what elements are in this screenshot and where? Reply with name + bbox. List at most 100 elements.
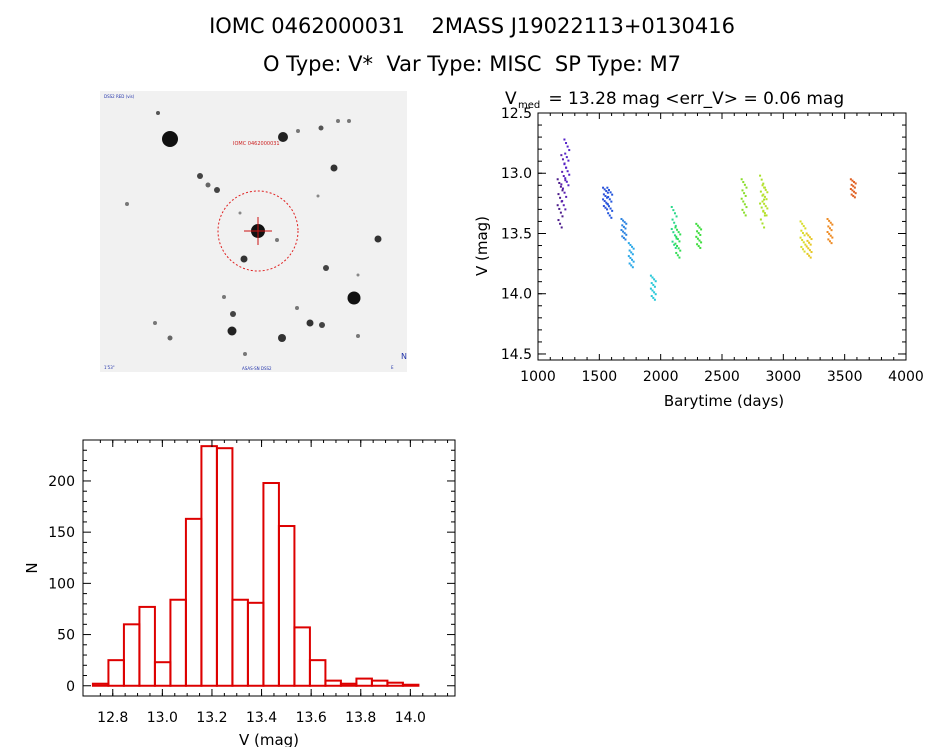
finder-label-bottom-left: 1'53": [104, 365, 115, 370]
hist-y-tick-label: 0: [66, 679, 75, 695]
lc-data-point: [561, 170, 564, 173]
lc-data-point: [853, 181, 856, 184]
lc-data-point: [672, 231, 675, 234]
lc-data-point: [676, 245, 679, 247]
lc-data-point: [603, 200, 606, 203]
lc-data-point: [606, 202, 609, 205]
lc-data-point: [809, 243, 812, 246]
hist-bar: [246, 601, 265, 687]
lc-data-point: [607, 189, 610, 192]
lc-data-point: [651, 289, 654, 292]
lc-data-point: [671, 240, 674, 243]
lc-y-tick-label: 14.5: [501, 347, 532, 363]
lc-data-point: [562, 204, 565, 207]
hist-bar: [138, 605, 156, 687]
hist-bar: [184, 517, 203, 687]
lc-data-point: [805, 232, 808, 235]
lc-data-point: [853, 196, 856, 199]
lc-data-point: [672, 209, 675, 212]
lc-data-point: [766, 191, 769, 194]
lc-data-point: [611, 193, 614, 196]
lc-y-tick-label: 12.5: [501, 106, 532, 122]
lc-data-point: [759, 190, 762, 193]
hist-bar: [277, 525, 296, 687]
lc-data-point: [763, 226, 766, 229]
hist-x-tick-label: 13.2: [196, 710, 227, 726]
lc-data-point: [676, 238, 679, 241]
hist-bar: [355, 677, 373, 687]
lc-data-point: [854, 182, 857, 185]
lc-data-point: [563, 138, 566, 141]
hist-bar: [91, 682, 110, 687]
lc-data-point: [678, 240, 681, 243]
lc-data-point: [602, 205, 605, 208]
lc-y-axis-label: V (mag): [473, 216, 491, 276]
lc-y-tick-label: 13.5: [501, 226, 532, 242]
lc-data-point: [559, 211, 562, 214]
hist-y-tick-label: 50: [57, 628, 75, 644]
lc-data-point: [649, 274, 652, 277]
lc-data-point: [695, 222, 698, 225]
lc-data-point: [763, 198, 766, 201]
lc-data-point: [673, 243, 676, 246]
lc-data-point: [740, 197, 743, 200]
lc-data-point: [674, 226, 677, 229]
lc-data-point: [829, 234, 832, 237]
lc-data-point: [828, 227, 831, 230]
lc-data-point: [852, 185, 855, 188]
lc-data-point: [622, 236, 625, 239]
lc-data-point: [651, 276, 654, 279]
lc-data-point: [568, 173, 571, 176]
lc-data-point: [762, 193, 765, 196]
lc-data-point: [650, 282, 653, 285]
lc-data-point: [650, 295, 653, 298]
lc-data-point: [675, 237, 678, 240]
lc-data-point: [810, 251, 813, 254]
lc-data-point: [558, 207, 561, 210]
lc-data-point: [675, 235, 678, 238]
lc-data-point: [742, 200, 745, 203]
lc-data-point: [652, 296, 655, 299]
lc-data-point: [559, 222, 562, 225]
lc-data-point: [632, 247, 635, 250]
lc-data-point: [566, 145, 569, 148]
hist-x-tick-label: 13.6: [296, 710, 327, 726]
lc-data-point: [653, 298, 656, 301]
lc-data-point: [622, 219, 625, 222]
hist-bar: [107, 659, 125, 687]
lc-data-point: [808, 241, 811, 244]
lc-data-point: [629, 243, 632, 246]
lc-data-point: [763, 195, 766, 198]
lc-data-point: [604, 195, 607, 198]
lc-data-point: [565, 180, 568, 183]
lc-data-point: [653, 285, 656, 288]
lc-data-point: [745, 206, 748, 209]
lc-data-point: [761, 194, 764, 197]
lc-data-point: [568, 149, 571, 152]
lc-data-point: [852, 194, 855, 197]
lc-data-point: [561, 215, 564, 218]
hist-plot-frame: [82, 439, 456, 697]
lc-data-point: [854, 192, 857, 195]
lc-data-point: [696, 243, 699, 246]
lc-data-point: [760, 206, 763, 209]
hist-bar: [122, 623, 141, 687]
lc-data-point: [763, 202, 766, 205]
lc-data-point: [676, 254, 679, 257]
lc-data-point: [804, 243, 807, 246]
lc-data-point: [677, 231, 680, 234]
lc-data-point: [827, 225, 830, 228]
lc-data-point: [697, 245, 700, 248]
lc-data-point: [799, 220, 802, 223]
lc-data-point: [654, 293, 657, 296]
target-circle: [217, 190, 299, 272]
lc-data-point: [609, 207, 612, 210]
lc-data-point: [627, 255, 630, 258]
lc-data-point: [826, 231, 829, 234]
lc-data-point: [627, 242, 630, 245]
lc-data-point: [670, 205, 673, 208]
lc-data-point: [567, 159, 570, 162]
light-curve-chart: V med = 13.28 mag <err_V> = 0.06 mag 100…: [473, 89, 924, 410]
lc-data-point: [653, 278, 656, 281]
lc-data-point: [761, 222, 764, 225]
